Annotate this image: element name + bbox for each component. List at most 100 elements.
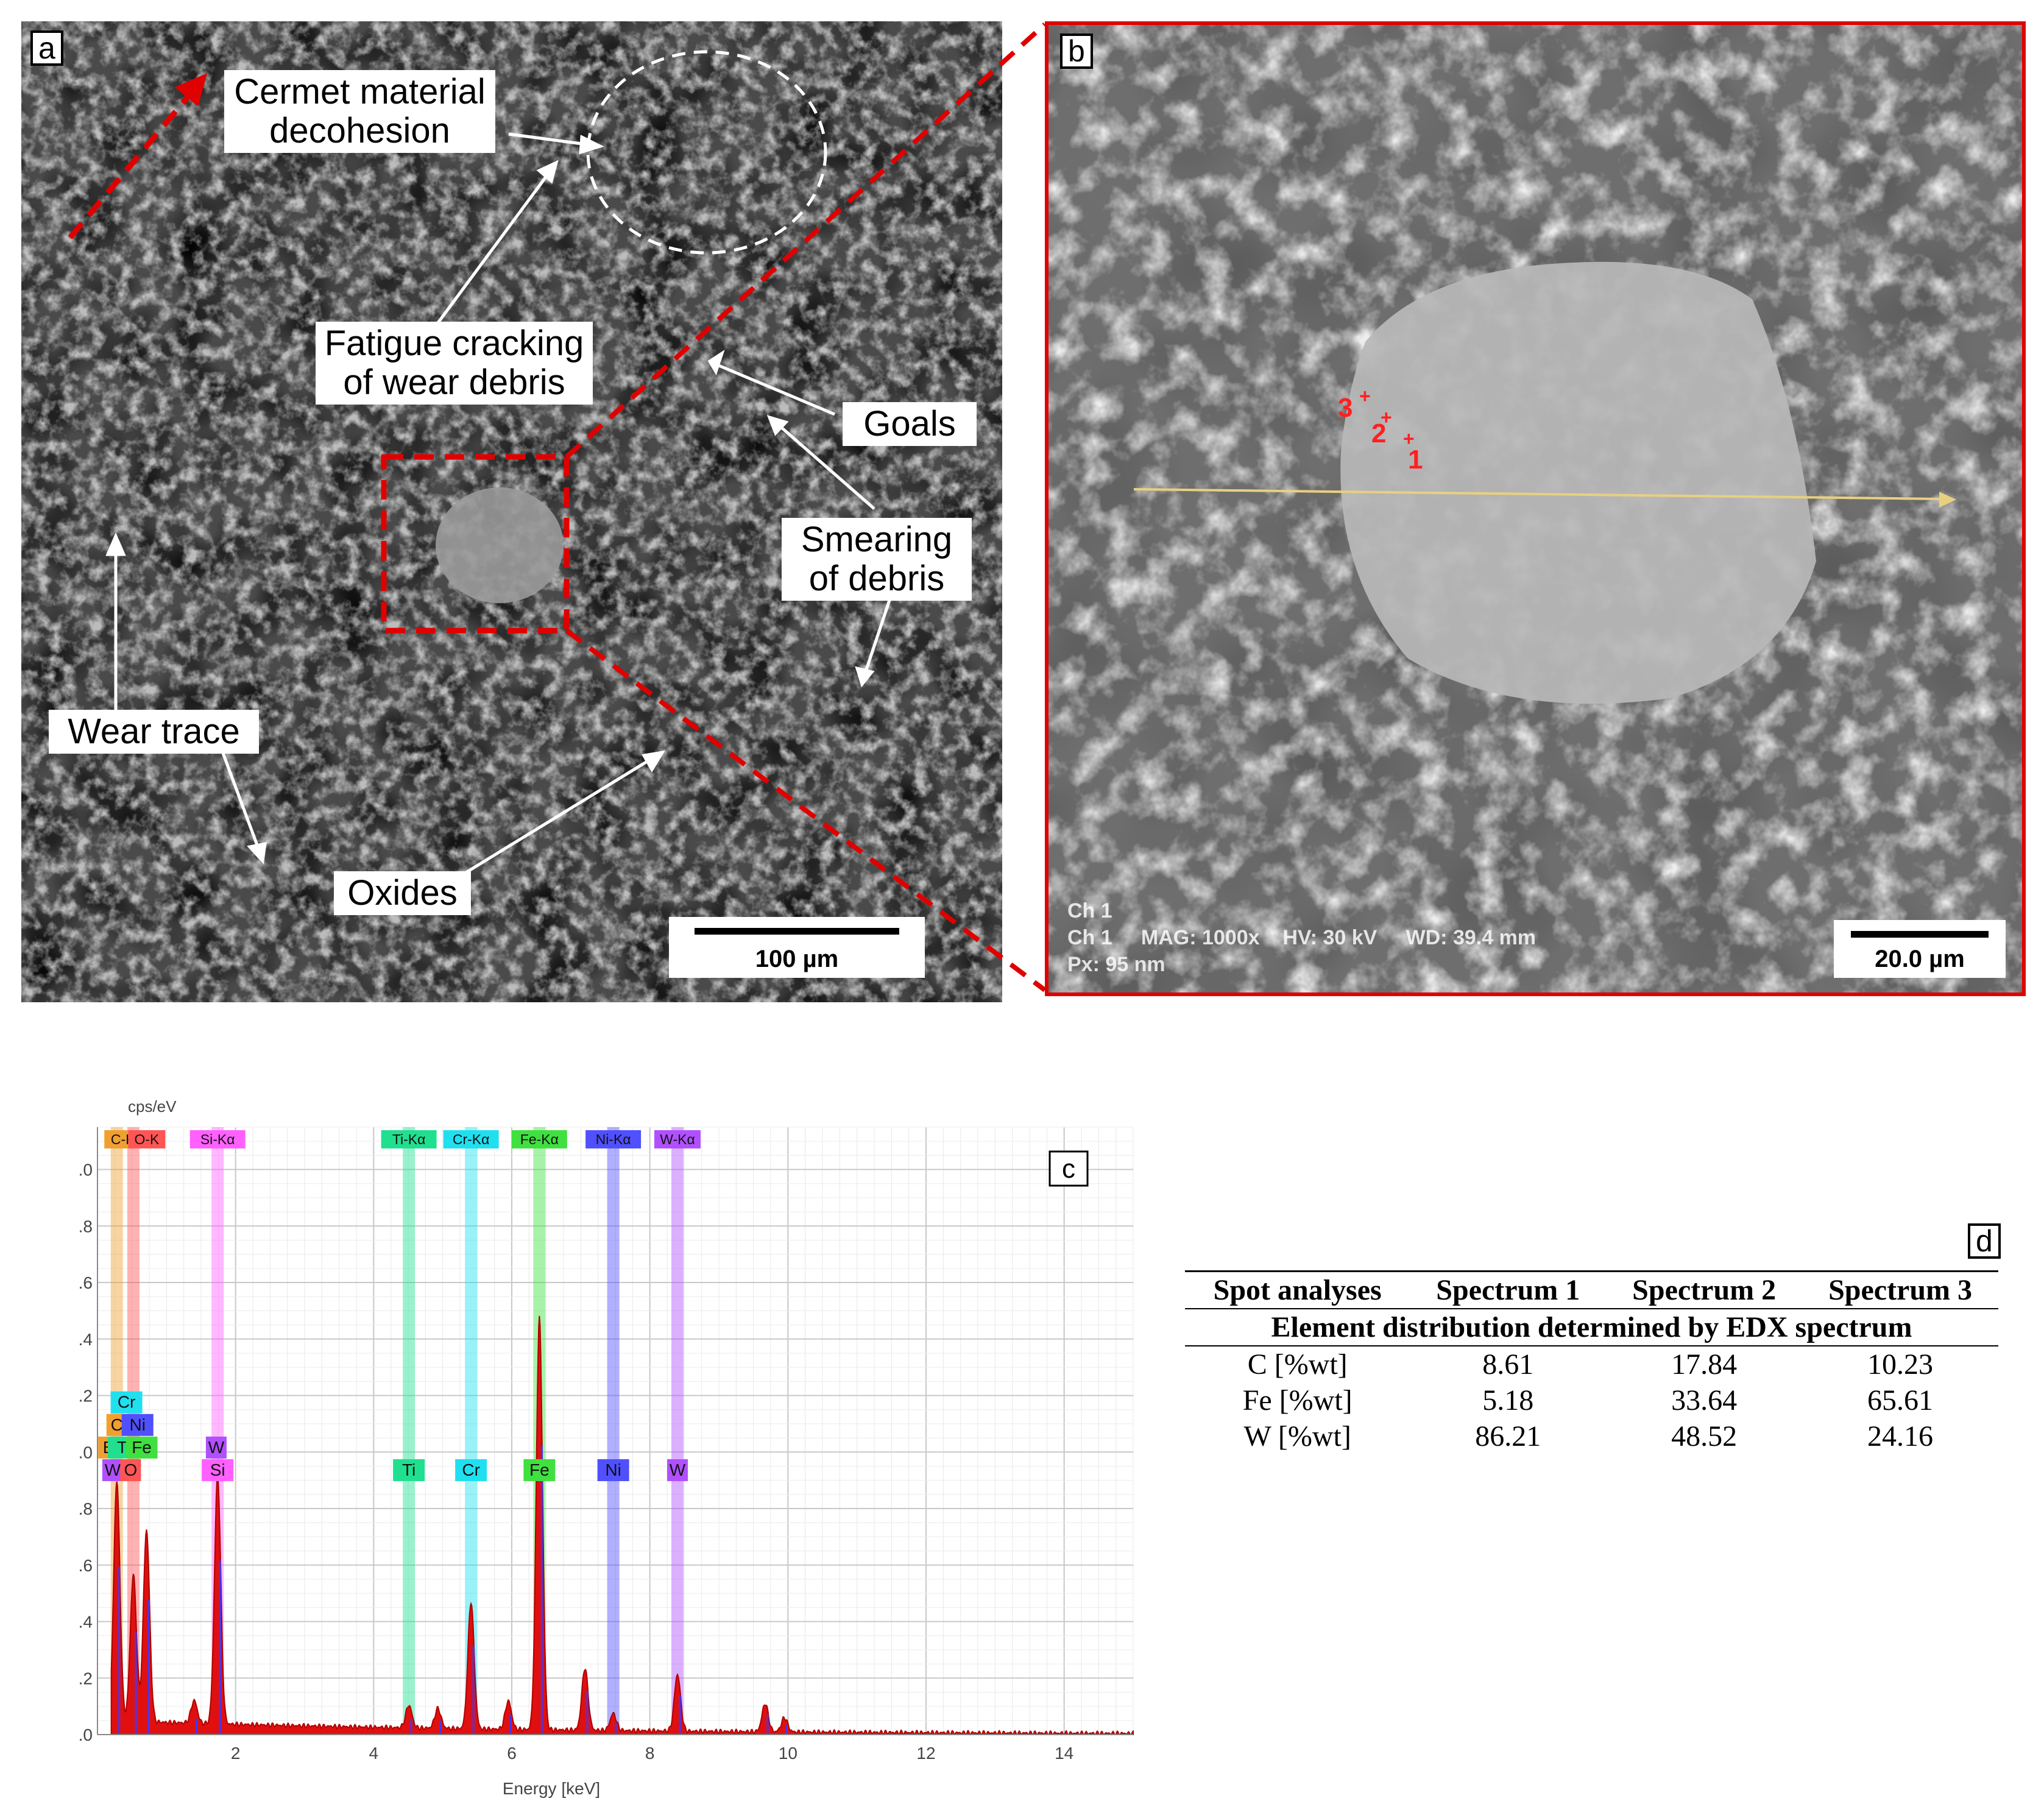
element-marker-label: Ni <box>130 1415 146 1434</box>
label-wear-trace: Wear trace <box>49 710 259 754</box>
element-marker-box <box>102 1459 123 1482</box>
y-tick-label: 2.0 <box>79 1161 93 1180</box>
element-marker-box <box>202 1459 234 1482</box>
spot-marker-3: 3 <box>1338 393 1353 423</box>
element-marker-label: W <box>105 1460 121 1479</box>
x-tick-label: 4 <box>369 1744 379 1763</box>
table-header-cell: Spectrum 1 <box>1436 1274 1580 1306</box>
element-marker-label: Cr <box>118 1393 136 1412</box>
element-top-labels: C-KO-K Si-Kα Ti-Kα Cr-Kα Fe-Kα Ni-Kα W-Kα <box>104 1130 701 1148</box>
element-marker-box <box>455 1459 487 1482</box>
edx-spectrum-chart: 2 4 6 8 10 12 14 0.0 0.2 0.4 0.6 0.8 1.0 1.2 1.4 1.6 1.8… <box>79 1097 1134 1798</box>
particle-a <box>436 487 564 603</box>
element-top-label: Ti-Kα <box>392 1131 426 1147</box>
table-row: W [%wt] 86.21 48.52 24.16 <box>1185 1418 1998 1454</box>
element-top-label: Cr-Kα <box>453 1131 490 1147</box>
table-cell: 5.18 <box>1482 1384 1534 1417</box>
scale-bar-b: 20.0 µm <box>1834 920 2006 978</box>
y-tick-label: 1.0 <box>79 1443 93 1462</box>
decohesion-region <box>586 50 827 255</box>
element-marker-label: W <box>208 1438 225 1457</box>
table-cell: 86.21 <box>1475 1420 1541 1452</box>
element-top-label: W-Kα <box>660 1131 695 1147</box>
table-cell: 33.64 <box>1671 1384 1738 1417</box>
element-marker-box <box>110 1391 143 1413</box>
element-band <box>403 1127 416 1735</box>
element-top-label-box <box>381 1130 437 1148</box>
sem-image-a <box>21 21 1002 1002</box>
element-marker-label: Si <box>210 1460 225 1479</box>
label-oxides: Oxides <box>334 871 471 915</box>
element-marker-box <box>121 1413 154 1436</box>
svg-text:+: + <box>1359 385 1371 407</box>
y-tick-label: 0.8 <box>79 1499 93 1518</box>
table-row: Fe [%wt] 5.18 33.64 65.61 <box>1185 1382 1998 1418</box>
x-axis-label: Energy [keV] <box>503 1779 600 1798</box>
table-cell: 10.23 <box>1867 1348 1934 1381</box>
element-top-label: O-K <box>134 1131 160 1147</box>
spot-marker-2: 2 <box>1371 419 1386 448</box>
row-label: C [%wt] <box>1247 1348 1348 1381</box>
element-marker-label: Fe <box>132 1438 152 1457</box>
y-tick-label: 0.0 <box>79 1725 93 1744</box>
particle-b <box>1340 261 1816 704</box>
element-marker-label: O <box>124 1460 138 1479</box>
label-cermet-decohesion: Cermet material decohesion <box>224 70 495 153</box>
x-tick-label: 6 <box>507 1744 517 1763</box>
sem-texture-a <box>21 21 1002 1002</box>
y-tick-label: 0.2 <box>79 1669 93 1688</box>
table-cell: 24.16 <box>1867 1420 1934 1452</box>
row-label: W [%wt] <box>1243 1420 1351 1452</box>
table-subheader: Element distribution determined by EDX s… <box>1271 1311 1912 1343</box>
y-tick-label: 1.8 <box>79 1217 93 1236</box>
y-tick-label: 1.4 <box>79 1330 93 1349</box>
x-tick-label: 10 <box>779 1744 797 1763</box>
y-tick-label: 0.6 <box>79 1556 93 1575</box>
element-top-label-box <box>443 1130 499 1148</box>
x-tick-label: 8 <box>645 1744 655 1763</box>
table-header-row: Spot analyses Spectrum 1 Spectrum 2 Spec… <box>1185 1271 1998 1309</box>
table-cell: 65.61 <box>1867 1384 1934 1417</box>
element-marker-box <box>667 1459 688 1482</box>
panel-letter-c: c <box>1062 1154 1075 1184</box>
element-marker-box <box>393 1459 425 1482</box>
sem-metadata: Ch 1 Ch 1 MAG: 1000x HV: 30 kV WD: 39.4 … <box>1067 899 1537 976</box>
table-row: C [%wt] 8.61 17.84 10.23 <box>1185 1346 1998 1382</box>
x-tick-label: 14 <box>1055 1744 1073 1763</box>
element-marker-label: Cr <box>462 1460 480 1479</box>
element-top-label: Si-Kα <box>200 1131 235 1147</box>
row-label: Fe [%wt] <box>1242 1384 1353 1417</box>
element-top-label-box <box>511 1130 567 1148</box>
tick-labels: 2 4 6 8 10 12 14 0.0 0.2 0.4 0.6 0.8 1.0 1.2 1.4 1.6 1.8… <box>79 1161 1073 1763</box>
element-top-label-box <box>585 1130 642 1148</box>
element-marker-label: C <box>111 1415 123 1434</box>
x-tick-label: 2 <box>231 1744 241 1763</box>
spectrum-trace <box>110 1315 1134 1736</box>
element-top-label-box <box>189 1130 246 1148</box>
element-top-label: Ni-Kα <box>596 1131 631 1147</box>
panel-letter-b: b <box>1060 34 1093 69</box>
label-goals: Goals <box>843 402 977 446</box>
element-marker-box <box>597 1459 629 1482</box>
element-marker-box <box>120 1459 141 1482</box>
svg-text:+: + <box>1403 428 1415 450</box>
label-smearing: Smearing of debris <box>782 518 972 601</box>
spectrum-area <box>110 1315 1134 1736</box>
spot-marker-1: 1 <box>1408 445 1423 475</box>
element-top-label-box <box>654 1130 701 1148</box>
label-fatigue-cracking: Fatigue cracking of wear debris <box>316 322 593 405</box>
table-subheader-row: Element distribution determined by EDX s… <box>1185 1309 1998 1346</box>
table-cell: 8.61 <box>1482 1348 1534 1381</box>
element-marker-label: Ti <box>402 1460 416 1479</box>
edx-table: Spot analyses Spectrum 1 Spectrum 2 Spec… <box>1185 1270 1998 1454</box>
element-band <box>671 1127 684 1735</box>
element-band <box>465 1127 478 1735</box>
y-axis-label: cps/eV <box>128 1097 177 1116</box>
line-scan-arrow <box>1133 488 1945 500</box>
table-header-cell: Spectrum 3 <box>1828 1274 1973 1306</box>
y-tick-label: 1.6 <box>79 1273 93 1292</box>
x-tick-label: 12 <box>916 1744 935 1763</box>
sem-texture-b: 3 2 1 + + + <box>1049 25 2022 992</box>
svg-text:+: + <box>1381 406 1392 428</box>
y-tick-label: 1.2 <box>79 1387 93 1406</box>
